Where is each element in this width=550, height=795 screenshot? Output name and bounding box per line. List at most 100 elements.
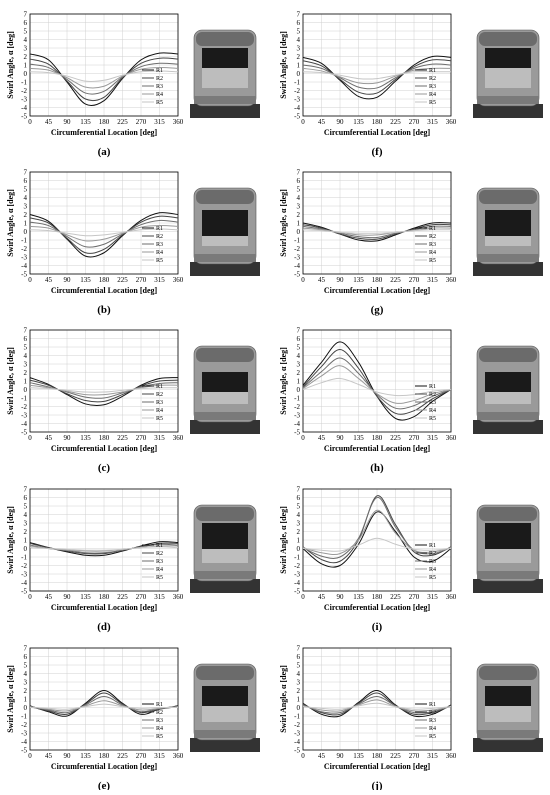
legend-label-r2: R2 <box>156 234 163 240</box>
thumbnail-top-lip <box>479 190 537 204</box>
y-tick-label: 0 <box>24 545 28 553</box>
y-tick-label: -2 <box>294 562 300 570</box>
legend-label-r2: R2 <box>429 551 436 557</box>
y-axis-title: Swirl Angle, α [deg] <box>279 31 288 99</box>
panel-label: (f) <box>372 146 383 158</box>
y-tick-label: 5 <box>297 661 301 669</box>
x-tick-label: 270 <box>136 752 147 760</box>
x-tick-label: 90 <box>64 593 72 601</box>
y-tick-label: 1 <box>297 377 301 385</box>
series-line-r2 <box>302 692 452 716</box>
chart-panel-6: 0 45 90 135 180 225 270 315 360-5-4-3-2-10123456… <box>279 326 543 474</box>
x-tick-label: 360 <box>173 593 184 601</box>
thumbnail-opening <box>485 48 531 68</box>
series-line-r4 <box>302 227 452 236</box>
panel-label: (d) <box>97 621 111 633</box>
legend-label-r4: R4 <box>156 250 163 256</box>
x-tick-label: 270 <box>136 276 147 284</box>
thumbnail-opening <box>202 686 248 706</box>
y-tick-label: 5 <box>297 27 301 35</box>
y-tick-label: 5 <box>24 343 28 351</box>
y-tick-label: -2 <box>21 562 27 570</box>
thumbnail-base <box>190 420 260 434</box>
y-tick-label: 4 <box>297 36 301 44</box>
legend-label-r3: R3 <box>156 559 163 565</box>
y-tick-label: 7 <box>24 644 28 652</box>
y-tick-label: -1 <box>21 712 27 720</box>
y-tick-label: 7 <box>24 10 28 18</box>
series-line-r4 <box>29 700 179 712</box>
y-tick-label: -3 <box>21 253 27 261</box>
x-tick-label: 45 <box>45 276 53 284</box>
thumbnail-top-lip <box>479 666 537 680</box>
chart-panel-2: 0 45 90 135 180 225 270 315 360-5-4-3-2-10123456… <box>279 10 543 158</box>
legend-label-r5: R5 <box>429 575 436 581</box>
legend-label-r4: R4 <box>429 726 436 732</box>
legend-label-r1: R1 <box>156 702 163 708</box>
legend-label-r1: R1 <box>429 702 436 708</box>
y-axis-title: Swirl Angle, α [deg] <box>279 665 288 733</box>
y-tick-label: -5 <box>21 428 27 436</box>
x-tick-label: 225 <box>390 593 401 601</box>
chart-panel-7: 0 45 90 135 180 225 270 315 360-5-4-3-2-10123456… <box>6 485 260 633</box>
series-line-r3 <box>302 497 452 559</box>
thumbnail-base <box>473 738 543 752</box>
series-line-r4 <box>29 225 179 242</box>
x-tick-label: 225 <box>117 276 128 284</box>
thumbnail-floor <box>194 412 256 420</box>
legend-label-r4: R4 <box>156 567 163 573</box>
y-tick-label: 3 <box>297 678 301 686</box>
y-tick-label: 7 <box>297 10 301 18</box>
y-tick-label: 3 <box>297 519 301 527</box>
panel-label: (h) <box>370 462 384 474</box>
thumbnail-base <box>473 262 543 276</box>
y-tick-label: -3 <box>294 411 300 419</box>
y-tick-label: -1 <box>294 78 300 86</box>
series-line-r3 <box>302 357 452 410</box>
thumbnail-opening <box>202 48 248 68</box>
y-tick-label: 7 <box>297 168 301 176</box>
y-tick-label: 0 <box>297 704 301 712</box>
thumbnail-top-lip <box>479 32 537 46</box>
x-axis-title: Circumferential Location [deg] <box>51 762 158 771</box>
legend-label-r5: R5 <box>429 734 436 740</box>
thumbnail-base <box>190 262 260 276</box>
y-tick-label: 5 <box>297 343 301 351</box>
series-line-r2 <box>29 692 179 716</box>
legend-label-r2: R2 <box>156 551 163 557</box>
legend-label-r5: R5 <box>429 416 436 422</box>
x-tick-label: 0 <box>28 752 32 760</box>
x-tick-label: 180 <box>99 593 110 601</box>
thumbnail-opening <box>485 523 531 549</box>
plot-frame <box>29 488 179 592</box>
legend-label-r2: R2 <box>429 76 436 82</box>
x-tick-label: 270 <box>409 276 420 284</box>
thumbnail-top-lip <box>196 190 254 204</box>
y-tick-label: -2 <box>21 245 27 253</box>
y-tick-label: 1 <box>24 219 28 227</box>
x-tick-label: 360 <box>173 434 184 442</box>
thumbnail-flow-region <box>485 549 531 563</box>
thumbnail-top-lip <box>479 348 537 362</box>
x-tick-label: 90 <box>337 276 345 284</box>
y-tick-label: 4 <box>24 670 28 678</box>
flow-thumbnail-image <box>473 504 543 593</box>
x-axis-title: Circumferential Location [deg] <box>324 286 431 295</box>
series-line-r4 <box>29 67 179 89</box>
y-tick-label: -4 <box>294 738 300 746</box>
y-tick-label: 3 <box>24 202 28 210</box>
series-line-r3 <box>29 219 179 248</box>
panel-label: (b) <box>97 304 111 316</box>
series-line-r4 <box>302 509 452 556</box>
legend-label-r3: R3 <box>156 400 163 406</box>
flow-thumbnail-image <box>190 29 260 118</box>
legend-label-r1: R1 <box>156 226 163 232</box>
y-tick-label: 5 <box>24 185 28 193</box>
x-tick-label: 315 <box>154 434 165 442</box>
thumbnail-base <box>473 104 543 118</box>
x-tick-label: 270 <box>136 593 147 601</box>
thumbnail-floor <box>477 96 539 104</box>
y-tick-label: 1 <box>24 61 28 69</box>
y-tick-label: 5 <box>24 661 28 669</box>
thumbnail-base <box>190 104 260 118</box>
